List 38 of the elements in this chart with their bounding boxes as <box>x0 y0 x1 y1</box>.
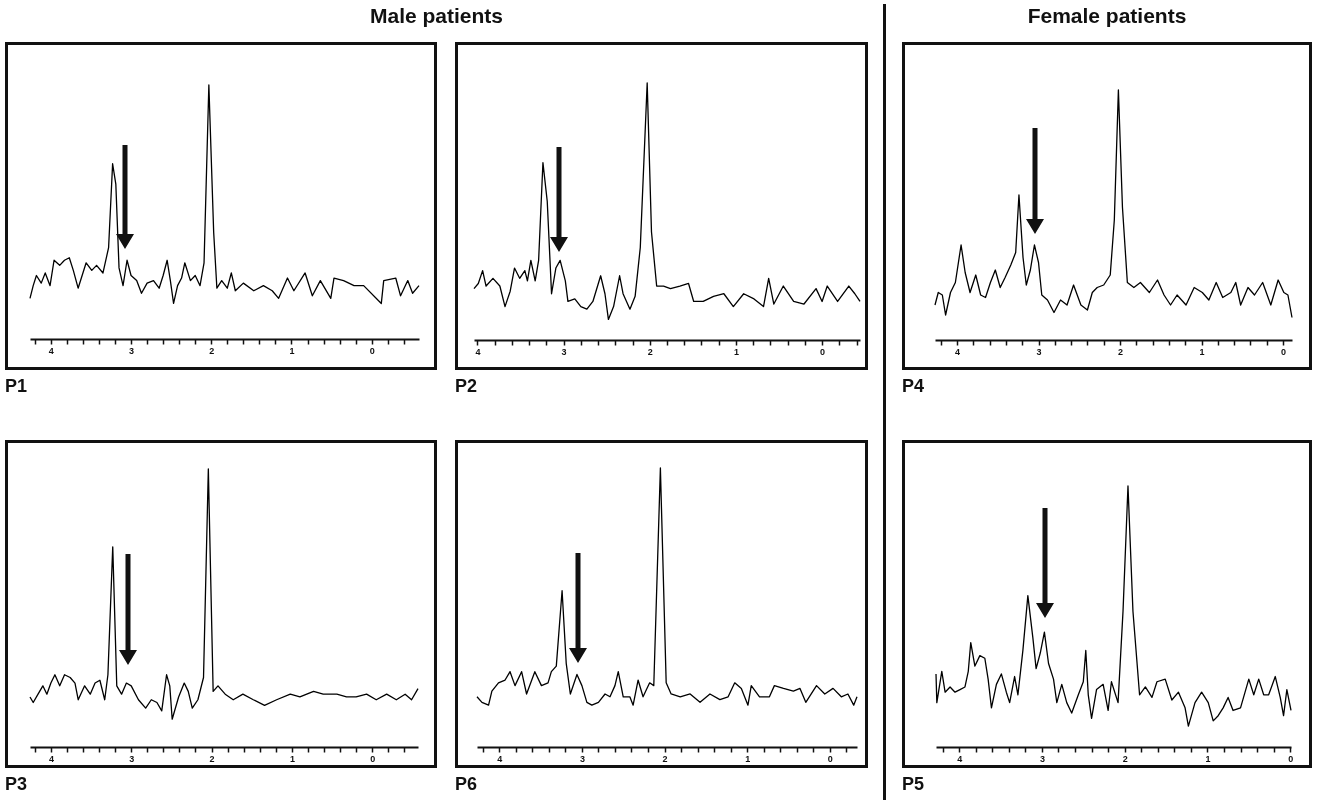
x-tick-label: 4 <box>957 753 963 764</box>
x-tick-label: 2 <box>647 346 653 357</box>
text: P1 <box>5 376 28 397</box>
text: P4 <box>902 376 925 397</box>
x-tick-label: 4 <box>48 753 54 764</box>
x-tick-label: 0 <box>370 753 376 764</box>
x-tick-label: 1 <box>733 346 739 357</box>
x-tick-label: 3 <box>561 346 567 357</box>
x-tick-label: 1 <box>289 753 295 764</box>
text: P2 <box>455 376 478 397</box>
x-tick-label: 3 <box>1039 753 1045 764</box>
text: P6 <box>455 774 478 795</box>
x-tick-label: 4 <box>48 345 54 356</box>
x-tick-label: 1 <box>289 345 295 356</box>
x-tick-label: 1 <box>1199 346 1205 357</box>
x-tick-label: 3 <box>1036 346 1042 357</box>
text: Male patients <box>368 4 504 28</box>
x-tick-label: 2 <box>662 753 668 764</box>
x-tick-label: 1 <box>1205 753 1211 764</box>
x-tick-label: 2 <box>1118 346 1124 357</box>
x-tick-label: 4 <box>475 346 481 357</box>
x-tick-label: 3 <box>129 753 135 764</box>
x-tick-label: 0 <box>1288 753 1294 764</box>
x-tick-label: 3 <box>579 753 585 764</box>
x-tick-label: 4 <box>955 346 961 357</box>
x-tick-label: 2 <box>209 345 215 356</box>
text: Female patients <box>1026 4 1188 28</box>
x-tick-label: 0 <box>1281 346 1287 357</box>
x-tick-label: 4 <box>497 753 503 764</box>
x-tick-label: 0 <box>820 346 826 357</box>
text: P3 <box>5 774 28 795</box>
x-tick-label: 1 <box>745 753 751 764</box>
x-tick-label: 2 <box>209 753 215 764</box>
x-tick-label: 0 <box>369 345 375 356</box>
x-tick-label: 2 <box>1122 753 1128 764</box>
x-tick-label: 3 <box>129 345 135 356</box>
x-tick-label: 0 <box>827 753 833 764</box>
text: P5 <box>902 774 925 795</box>
